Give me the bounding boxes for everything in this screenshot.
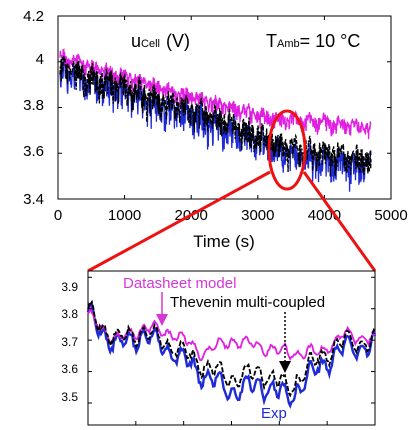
main-x-tick-label: 0	[54, 207, 62, 224]
datasheet-arrow-icon	[156, 314, 168, 326]
x-axis-label: Time (s)	[193, 232, 255, 251]
main-series-group	[59, 47, 372, 192]
legend-label-datasheet: Datasheet model	[123, 275, 236, 292]
ambient-subscript: Amb	[277, 38, 300, 50]
main-series-thevenin	[59, 55, 372, 177]
zoom-connector-left	[87, 170, 271, 273]
ambient-value: = 10 °C	[300, 31, 361, 51]
legend-label-exp: Exp	[261, 405, 287, 422]
inset-series-datasheet-model	[87, 304, 376, 362]
inset-y-tick-label: 3.7	[61, 335, 78, 349]
quantity-annotation: uCell (V)	[131, 31, 190, 51]
main-y-tick-label: 3.8	[23, 97, 44, 114]
inset-y-tick-label: 3.9	[61, 280, 78, 294]
inset-series-group	[86, 299, 377, 409]
main-y-tick-label: 3.4	[23, 191, 44, 208]
inset-chart: 3.9 3.8 3.7 3.6 3.5 Datasheet model Thev…	[61, 270, 377, 426]
zoom-region-ellipse	[267, 109, 307, 191]
legend-label-thevenin: Thevenin multi-coupled	[170, 294, 325, 311]
quantity-symbol: u	[131, 31, 141, 51]
ambient-symbol: T	[266, 31, 277, 51]
main-series-datasheet	[59, 47, 372, 140]
main-tick-group	[57, 15, 392, 200]
main-chart: 4.2 4 3.8 3.6 3.4 0 1000 2000 3000 4000 …	[23, 8, 408, 273]
inset-y-tick-label: 3.6	[61, 362, 78, 376]
inset-series-thevenin-multi-coupled	[87, 299, 376, 398]
main-x-tick-label: 3000	[241, 207, 274, 224]
inset-y-tick-label: 3.5	[61, 390, 78, 404]
inset-tick-group	[88, 276, 375, 425]
main-x-tick-label: 1000	[108, 207, 141, 224]
main-y-tick-label: 4	[36, 51, 44, 68]
main-x-tick-label: 5000	[374, 207, 407, 224]
zoom-connector-right	[302, 171, 377, 272]
main-y-tick-label: 3.6	[23, 143, 44, 160]
main-y-tick-label: 4.2	[23, 8, 44, 25]
thevenin-arrow-icon	[279, 361, 291, 373]
quantity-unit: (V)	[166, 31, 190, 51]
inset-series-exp	[86, 300, 377, 409]
inset-y-tick-label: 3.8	[61, 307, 78, 321]
ambient-annotation: TAmb= 10 °C	[266, 31, 360, 51]
quantity-subscript: Cell	[141, 38, 160, 50]
